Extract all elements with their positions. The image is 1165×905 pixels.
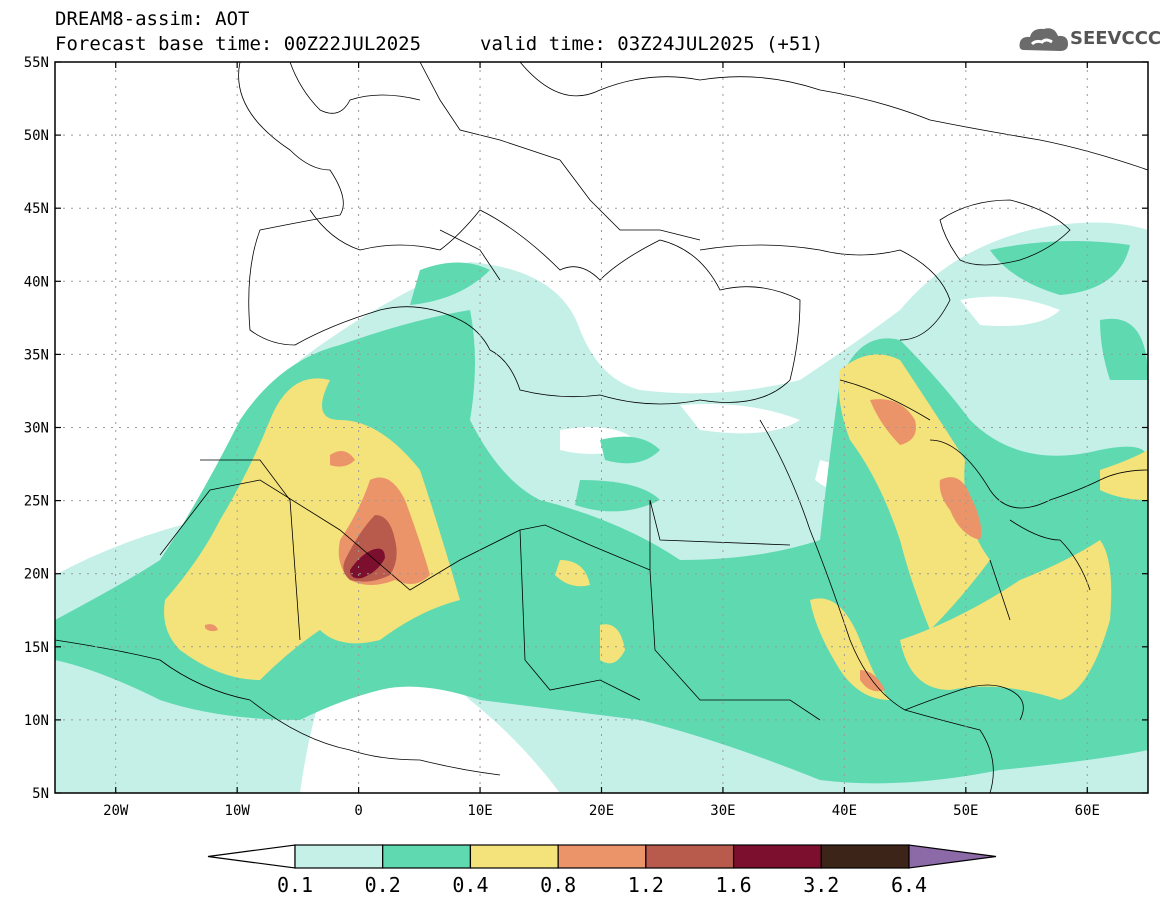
colorbar-label: 0.8 — [540, 873, 576, 897]
lat-label: 15N — [24, 640, 49, 656]
lat-label: 50N — [24, 128, 49, 144]
cloud-icon — [1019, 28, 1068, 51]
colorbar-label: 6.4 — [891, 873, 927, 897]
logo-text: SEEVCCC — [1070, 28, 1162, 49]
lat-label: 20N — [24, 567, 49, 583]
coastlines — [55, 62, 1148, 793]
colorbar-swatch — [294, 844, 384, 869]
colorbar-swatch — [645, 844, 735, 869]
colorbar-swatch — [382, 844, 472, 869]
lat-label: 35N — [24, 347, 49, 363]
colorbar-swatch — [557, 844, 647, 869]
lon-label: 60E — [1075, 803, 1100, 819]
colorbar-swatch — [732, 844, 822, 869]
lon-label: 20W — [103, 803, 129, 819]
colorbar-label: 0.2 — [365, 873, 401, 897]
lat-label: 5N — [32, 786, 49, 802]
colorbar: 0.1 0.2 0.4 0.8 1.2 1.6 3.2 6.4 — [207, 844, 997, 897]
lon-label: 40E — [832, 803, 857, 819]
lat-label: 55N — [24, 55, 49, 71]
colorbar-arrow-high — [908, 844, 997, 869]
lon-label: 0 — [354, 803, 362, 819]
colorbar-arrow-low — [207, 844, 296, 869]
forecast-base-time: Forecast base time: 00Z22JUL2025 — [55, 33, 422, 55]
lon-label: 30E — [710, 803, 735, 819]
lat-label: 10N — [24, 713, 49, 729]
aot-field — [55, 222, 1148, 793]
colorbar-label: 0.1 — [277, 873, 313, 897]
aot-band-1.6 — [350, 548, 385, 579]
lon-label: 20E — [589, 803, 614, 819]
lat-label: 45N — [24, 201, 49, 217]
aot-band-0.4 — [164, 378, 460, 680]
lat-label: 40N — [24, 274, 49, 290]
lat-label: 30N — [24, 421, 49, 437]
colorbar-swatch — [820, 844, 910, 869]
colorbar-swatch — [469, 844, 559, 869]
valid-time: valid time: 03Z24JUL2025 (+51) — [480, 33, 824, 55]
lon-label: 10E — [467, 803, 492, 819]
map-title: DREAM8-assim: AOT — [55, 8, 250, 30]
lat-label: 25N — [24, 494, 49, 510]
colorbar-label: 1.6 — [716, 873, 752, 897]
colorbar-label: 3.2 — [803, 873, 839, 897]
colorbar-label: 1.2 — [628, 873, 664, 897]
colorbar-label: 0.4 — [452, 873, 488, 897]
gridlines — [55, 62, 1148, 793]
lon-label: 50E — [953, 803, 978, 819]
lon-label: 10W — [225, 803, 251, 819]
